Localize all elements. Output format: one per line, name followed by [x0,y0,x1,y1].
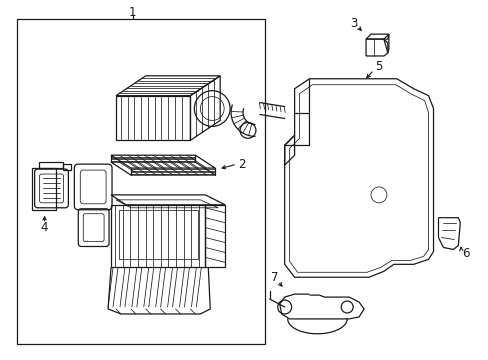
Text: 7: 7 [270,271,278,284]
Text: 3: 3 [350,17,357,30]
Bar [119,210,198,260]
Text: 2: 2 [238,158,245,171]
Bar [17,19,264,344]
Text: 1: 1 [129,6,136,19]
Text: 6: 6 [462,247,469,260]
Text: 4: 4 [41,221,48,234]
Text: 5: 5 [374,60,382,73]
